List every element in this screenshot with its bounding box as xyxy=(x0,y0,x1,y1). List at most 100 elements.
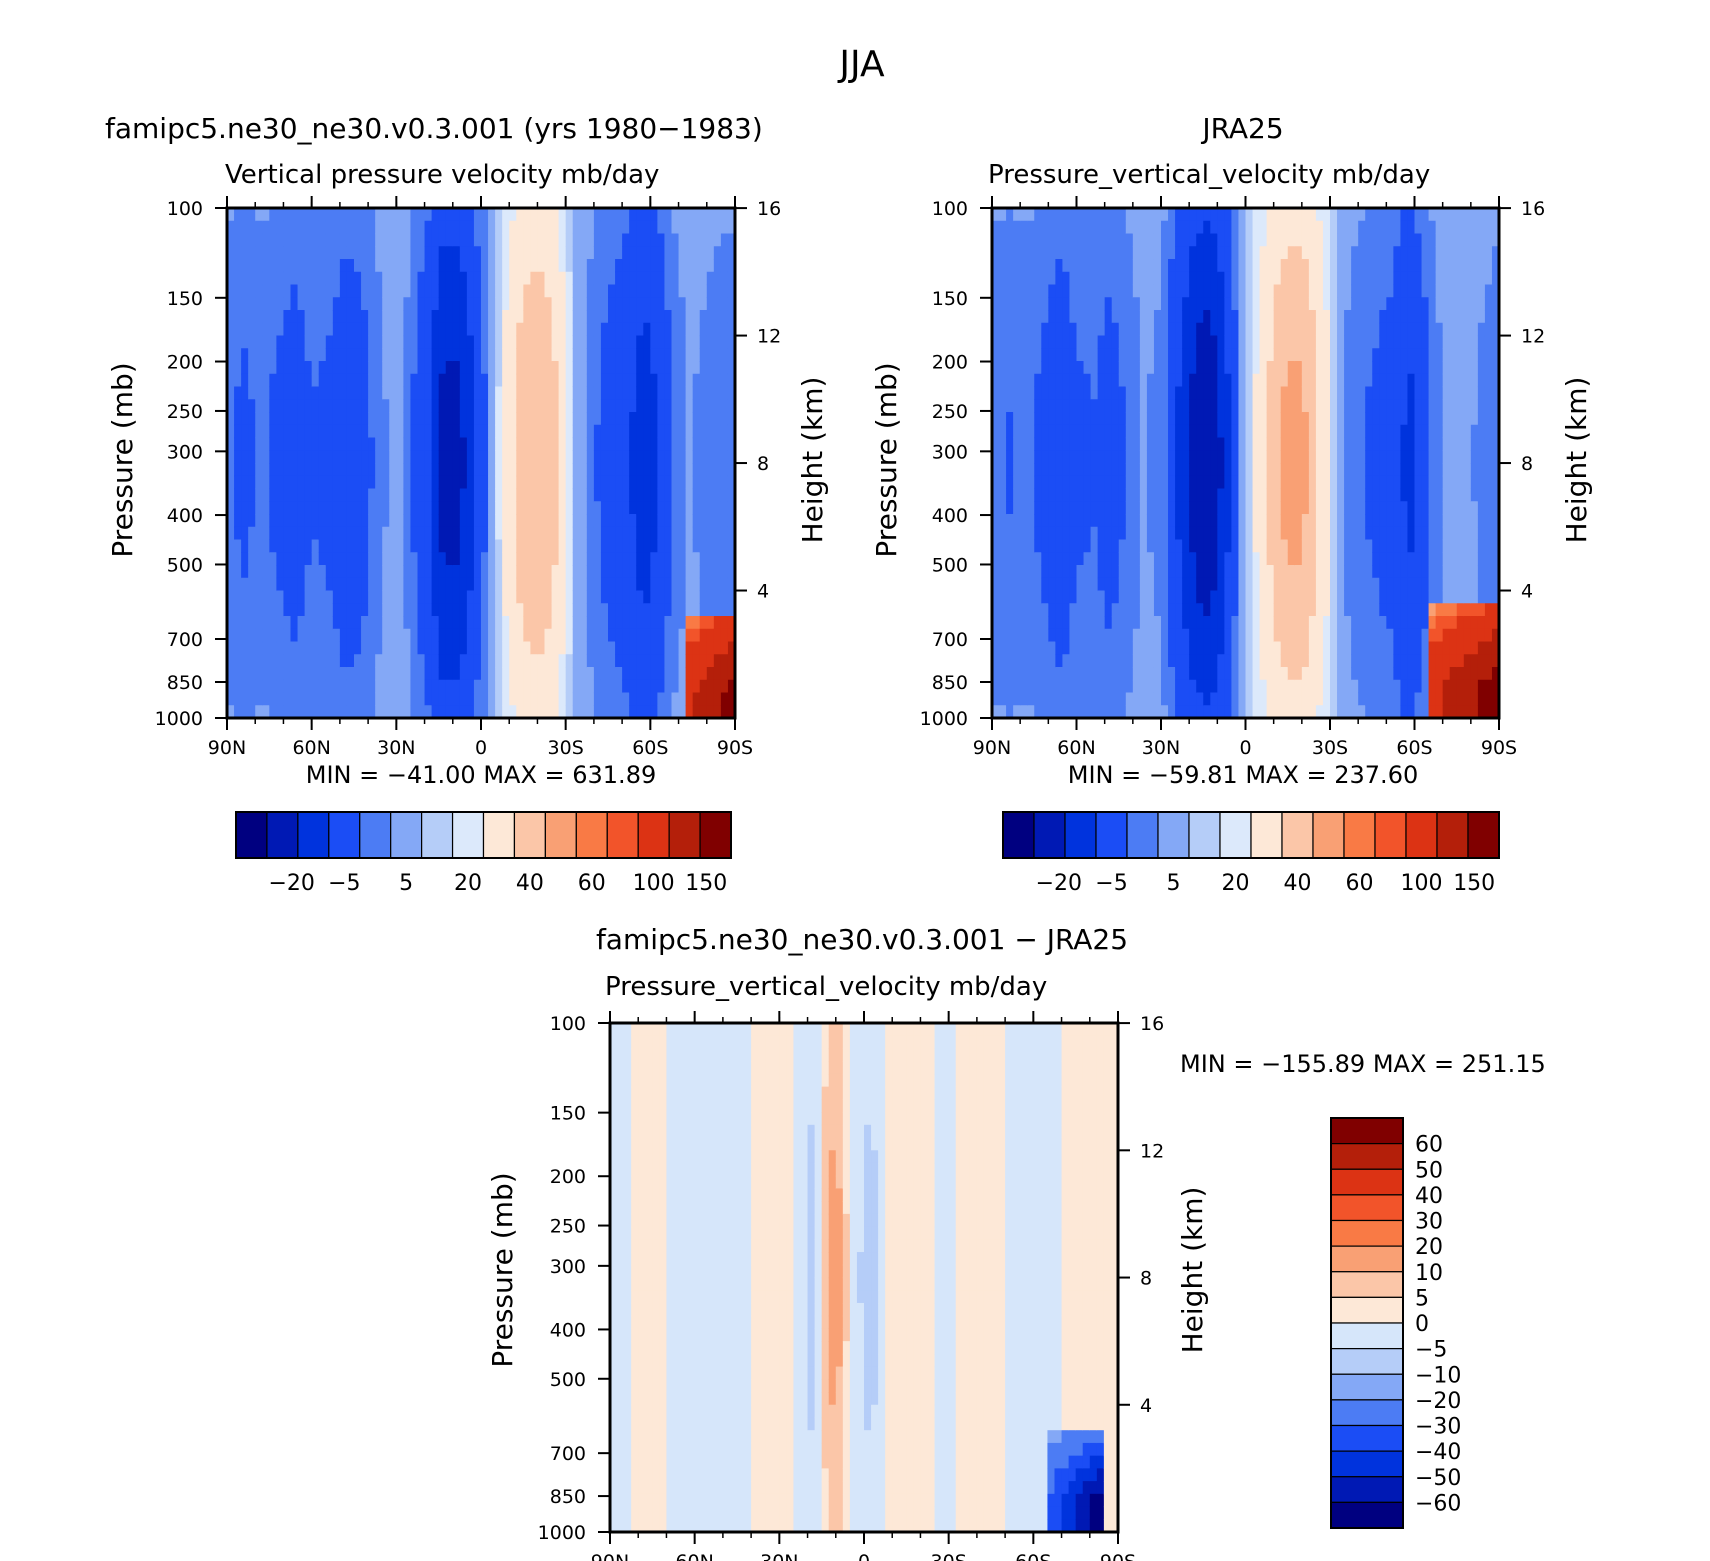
field-cell xyxy=(1111,310,1120,324)
field-cell xyxy=(558,386,567,400)
field-cell xyxy=(699,220,708,235)
field-cell xyxy=(1055,628,1064,643)
field-cell xyxy=(1132,335,1141,349)
field-cell xyxy=(1168,310,1176,324)
field-cell xyxy=(1337,603,1345,617)
field-cell xyxy=(600,463,609,477)
field-cell xyxy=(283,297,292,311)
field-cell xyxy=(445,399,454,413)
field-cell xyxy=(1224,386,1233,400)
field-cell xyxy=(1259,233,1268,247)
field-cell xyxy=(424,220,433,235)
field-cell xyxy=(650,603,658,617)
field-cell xyxy=(692,233,701,247)
field-cell xyxy=(685,526,694,541)
field-cell xyxy=(1196,565,1204,579)
field-cell xyxy=(410,590,419,604)
field-cell xyxy=(699,539,708,553)
field-cell xyxy=(502,577,510,592)
field-cell xyxy=(354,603,362,617)
field-cell xyxy=(678,667,687,681)
field-cell xyxy=(1111,220,1120,235)
field-cell xyxy=(269,437,277,451)
field-cell xyxy=(727,373,736,388)
field-cell xyxy=(579,284,588,298)
field-cell xyxy=(368,501,376,515)
field-cell xyxy=(1062,437,1071,451)
field-cell xyxy=(600,386,609,400)
field-cell xyxy=(466,322,475,337)
field-cell xyxy=(1111,246,1120,260)
field-cell xyxy=(1161,475,1169,490)
field-cell xyxy=(290,450,299,464)
field-cell xyxy=(713,361,722,375)
field-cell xyxy=(664,565,673,579)
field-cell xyxy=(396,399,404,413)
field-cell xyxy=(1069,246,1078,260)
field-cell xyxy=(1027,565,1035,579)
field-cell xyxy=(593,539,602,553)
field-cell xyxy=(1139,501,1148,515)
field-cell xyxy=(1231,526,1240,541)
field-cell xyxy=(600,565,609,579)
field-cell xyxy=(262,450,270,464)
field-cell xyxy=(481,628,489,643)
field-cell xyxy=(1132,667,1141,681)
field-cell xyxy=(488,322,496,337)
field-cell xyxy=(410,667,419,681)
field-cell xyxy=(706,259,715,273)
field-cell xyxy=(481,654,489,668)
field-cell xyxy=(438,450,447,464)
field-cell xyxy=(1020,501,1028,515)
field-cell xyxy=(410,208,419,222)
field-cell xyxy=(1153,373,1162,388)
field-cell xyxy=(382,220,390,235)
field-cell xyxy=(424,577,433,592)
field-cell xyxy=(438,590,447,604)
field-cell xyxy=(727,475,736,490)
field-cell xyxy=(368,399,376,413)
field-cell xyxy=(615,208,623,222)
field-cell xyxy=(657,679,666,694)
field-cell xyxy=(1175,616,1183,630)
field-cell xyxy=(1083,692,1092,706)
field-cell xyxy=(269,450,277,464)
field-cell xyxy=(1013,475,1021,490)
field-cell xyxy=(1259,565,1268,579)
field-cell xyxy=(551,577,560,592)
field-cell xyxy=(699,552,708,566)
field-cell xyxy=(1048,271,1056,286)
field-cell xyxy=(1034,399,1042,413)
field-cell xyxy=(692,514,701,528)
field-cell xyxy=(1231,246,1240,260)
field-cell xyxy=(311,539,320,553)
field-cell xyxy=(1041,271,1049,286)
field-cell xyxy=(1273,667,1282,681)
field-cell xyxy=(1294,335,1303,349)
field-cell xyxy=(1168,565,1176,579)
field-cell xyxy=(276,335,285,349)
field-cell xyxy=(1245,514,1254,528)
field-cell xyxy=(1252,208,1261,222)
field-cell xyxy=(1330,526,1338,541)
field-cell xyxy=(1153,297,1162,311)
field-cell xyxy=(445,373,454,388)
field-cell xyxy=(1104,501,1113,515)
field-cell xyxy=(692,565,701,579)
field-cell xyxy=(431,284,440,298)
field-cell xyxy=(445,628,454,643)
field-cell xyxy=(1252,233,1261,247)
field-cell xyxy=(1203,310,1211,324)
field-cell xyxy=(234,297,242,311)
field-cell xyxy=(615,284,623,298)
field-cell xyxy=(537,616,546,630)
field-cell xyxy=(488,386,496,400)
field-cell xyxy=(1252,361,1261,375)
field-cell xyxy=(509,437,517,451)
field-cell xyxy=(495,667,503,681)
field-cell xyxy=(1224,603,1233,617)
field-cell xyxy=(636,399,644,413)
panel-model-colorbar: −20 −5 5 20 40 60 100 150 xyxy=(235,811,732,896)
field-cell xyxy=(1308,705,1317,719)
field-cell xyxy=(495,475,503,490)
